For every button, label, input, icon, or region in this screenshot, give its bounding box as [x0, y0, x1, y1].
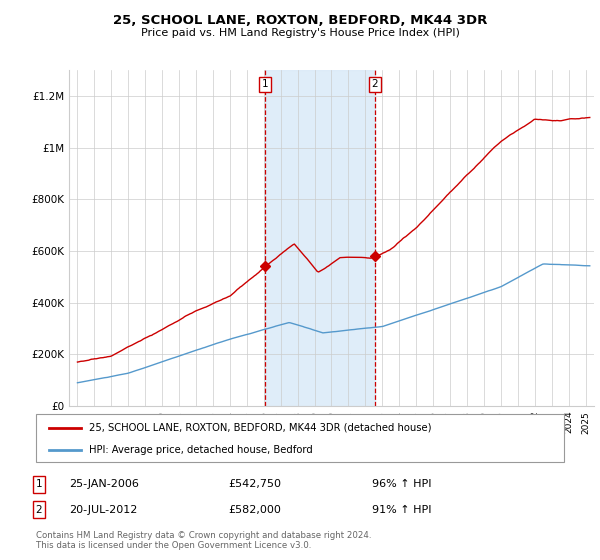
Text: 2: 2 — [35, 505, 43, 515]
Text: £542,750: £542,750 — [228, 479, 281, 489]
Text: 25-JAN-2006: 25-JAN-2006 — [69, 479, 139, 489]
Text: 2: 2 — [371, 79, 378, 89]
Text: 25, SCHOOL LANE, ROXTON, BEDFORD, MK44 3DR: 25, SCHOOL LANE, ROXTON, BEDFORD, MK44 3… — [113, 14, 487, 27]
Text: Contains HM Land Registry data © Crown copyright and database right 2024.
This d: Contains HM Land Registry data © Crown c… — [36, 531, 371, 550]
Bar — [265, 70, 374, 406]
Text: 20-JUL-2012: 20-JUL-2012 — [69, 505, 137, 515]
Text: 1: 1 — [35, 479, 43, 489]
Text: Price paid vs. HM Land Registry's House Price Index (HPI): Price paid vs. HM Land Registry's House … — [140, 28, 460, 38]
FancyBboxPatch shape — [36, 414, 564, 462]
Text: HPI: Average price, detached house, Bedford: HPI: Average price, detached house, Bedf… — [89, 445, 313, 455]
Text: 1: 1 — [262, 79, 268, 89]
Text: 96% ↑ HPI: 96% ↑ HPI — [372, 479, 431, 489]
Text: £582,000: £582,000 — [228, 505, 281, 515]
Text: 25, SCHOOL LANE, ROXTON, BEDFORD, MK44 3DR (detached house): 25, SCHOOL LANE, ROXTON, BEDFORD, MK44 3… — [89, 423, 431, 433]
Text: 91% ↑ HPI: 91% ↑ HPI — [372, 505, 431, 515]
